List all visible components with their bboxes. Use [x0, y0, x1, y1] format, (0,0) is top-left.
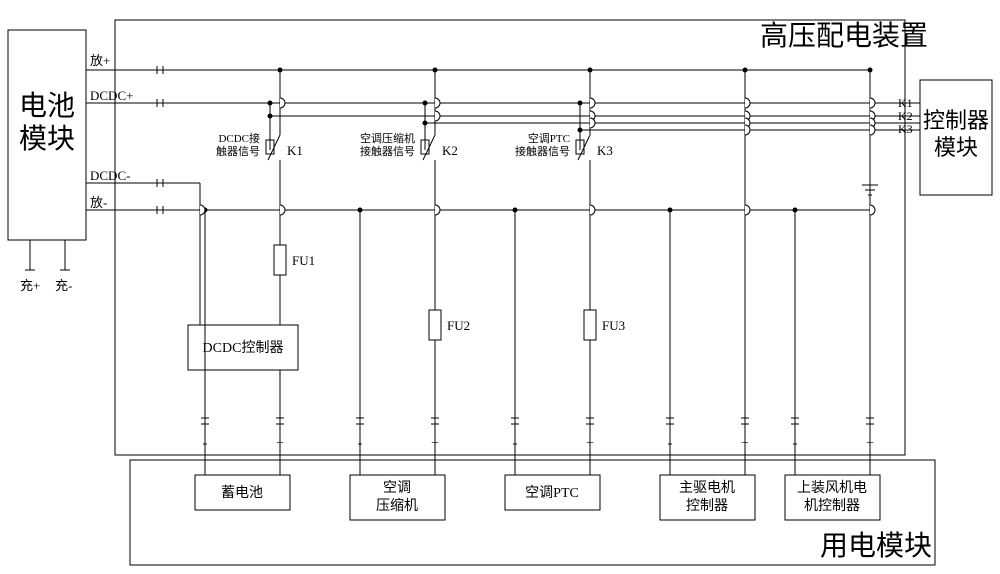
k2-sig-l1: 空调压缩机 [360, 131, 415, 145]
load-box-title: 用电模块 [820, 530, 932, 562]
pol-2p: + [431, 436, 439, 451]
k3-label: K3 [597, 143, 613, 158]
fuse-fu3 [584, 310, 596, 340]
k3-sig-l1: 空调PTC [528, 131, 570, 145]
pol-4p: + [741, 436, 749, 451]
load-ptc-label: 空调PTC [525, 485, 579, 501]
controller-module-l2: 模块 [934, 135, 978, 160]
ctrl-k2: K2 [898, 109, 913, 123]
pol-3p: + [586, 436, 594, 451]
label-charge-plus: 充+ [20, 278, 40, 293]
load-mainmotor-l2: 控制器 [686, 498, 728, 514]
fuse-fu2 [429, 310, 441, 340]
load-fanmotor-l2: 机控制器 [804, 498, 860, 514]
pol-2m: - [358, 436, 363, 451]
label-discharge-minus: 放- [90, 195, 107, 210]
k1-sig-l2: 触器信号 [216, 144, 260, 158]
k1-sig-l1: DCDC接 [218, 132, 260, 145]
fu1-label: FU1 [292, 253, 315, 268]
pol-5m: - [793, 436, 798, 451]
dcdc-controller-label: DCDC控制器 [203, 340, 284, 356]
load-compressor-l1: 空调 [383, 480, 411, 496]
load-battery-label: 蓄电池 [221, 485, 263, 501]
label-charge-minus: 充- [55, 278, 72, 293]
pol-5p: + [866, 436, 874, 451]
label-discharge-plus: 放+ [90, 53, 110, 68]
fu2-label: FU2 [447, 318, 470, 333]
load-compressor-l2: 压缩机 [376, 498, 418, 514]
pol-4m: - [668, 436, 673, 451]
hv-box-title: 高压配电装置 [760, 20, 928, 52]
hv-box [115, 20, 905, 455]
ctrl-k1: K1 [898, 96, 913, 110]
ctrl-k3: K3 [898, 122, 913, 136]
load-mainmotor-l1: 主驱电机 [679, 480, 735, 496]
label-dcdc-minus: DCDC- [90, 168, 130, 183]
k3-sig-l2: 接触器信号 [515, 144, 570, 158]
pol-3m: - [513, 436, 518, 451]
battery-module-l2: 模块 [19, 123, 75, 155]
controller-module-l1: 控制器 [923, 108, 989, 133]
label-dcdc-plus: DCDC+ [90, 88, 133, 103]
k1-label: K1 [287, 143, 303, 158]
pol-1m: - [203, 436, 208, 451]
fu3-label: FU3 [602, 318, 625, 333]
k2-label: K2 [442, 143, 458, 158]
k2-sig-l2: 接触器信号 [360, 144, 415, 158]
pol-1p: + [276, 436, 284, 451]
battery-module-l1: 电池 [19, 90, 75, 122]
load-fanmotor-l1: 上装风机电 [797, 480, 867, 496]
